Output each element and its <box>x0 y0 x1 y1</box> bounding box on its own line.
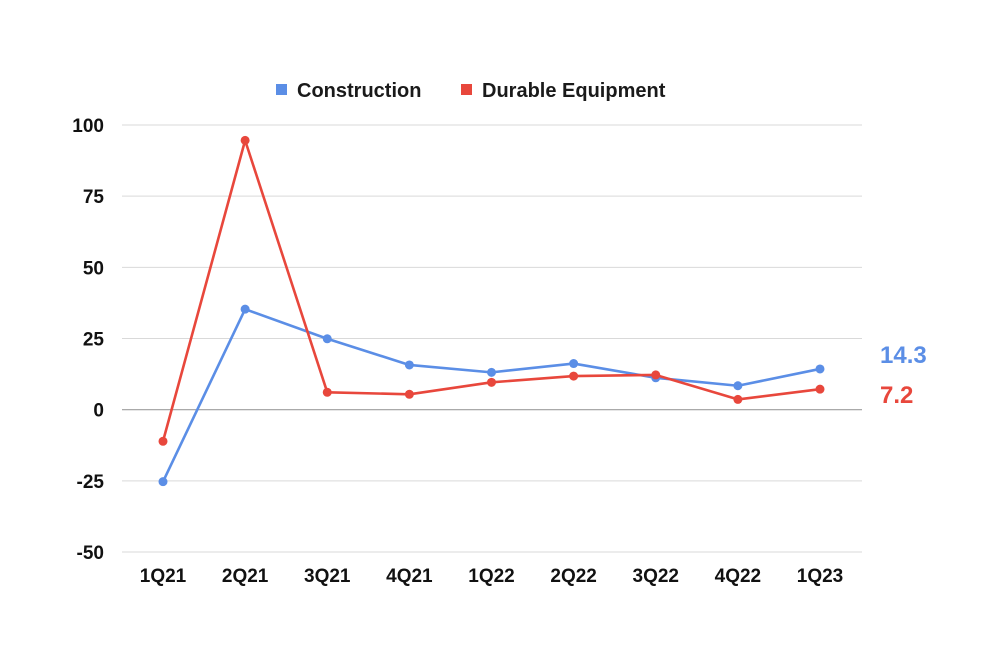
y-tick-label: -50 <box>77 543 104 564</box>
data-point-durable-equipment <box>733 394 743 404</box>
x-tick-label: 3Q21 <box>304 566 351 587</box>
y-tick-label: 25 <box>83 330 105 351</box>
y-tick-label: 0 <box>93 401 104 422</box>
gridlines <box>122 124 862 553</box>
legend-swatch <box>461 84 472 95</box>
data-point-durable-equipment <box>487 377 496 387</box>
data-point-construction <box>322 334 332 344</box>
series-durable-equipment <box>158 135 825 446</box>
legend-label: Durable Equipment <box>482 80 666 102</box>
x-axis: 1Q21 2Q21 3Q21 4Q21 1Q22 2Q22 3Q22 4Q22 1Q23 <box>140 566 843 587</box>
legend-item-durable-equipment: Durable Equipment <box>461 80 666 102</box>
data-point-construction <box>487 367 496 377</box>
y-tick-label: 100 <box>72 116 104 137</box>
data-point-durable-equipment <box>815 384 825 394</box>
x-tick-label: 4Q21 <box>386 566 433 587</box>
end-value-label-durable-equipment: 7.2 <box>880 382 913 409</box>
x-tick-label: 3Q22 <box>633 566 679 587</box>
y-tick-label: 50 <box>83 258 104 279</box>
x-tick-label: 2Q22 <box>550 566 596 587</box>
data-point-construction <box>733 381 743 391</box>
legend-item-construction: Construction <box>276 80 421 102</box>
x-tick-label: 1Q21 <box>140 566 187 587</box>
legend-swatch <box>276 84 287 95</box>
series-line-durable-equipment <box>161 139 822 443</box>
data-point-durable-equipment <box>158 436 168 446</box>
end-labels: 14.3 7.2 <box>880 342 927 409</box>
x-tick-label: 2Q21 <box>222 566 269 587</box>
data-point-durable-equipment <box>322 387 332 397</box>
series-construction <box>158 304 825 487</box>
data-point-durable-equipment <box>240 135 250 145</box>
data-point-durable-equipment <box>651 370 661 380</box>
data-point-construction <box>815 364 825 374</box>
x-tick-label: 1Q22 <box>468 566 514 587</box>
x-tick-label: 1Q23 <box>797 566 843 587</box>
x-tick-label: 4Q22 <box>715 566 761 587</box>
data-point-durable-equipment <box>404 389 414 399</box>
y-tick-label: 75 <box>83 187 105 208</box>
data-point-construction <box>404 360 414 370</box>
y-axis: 100 75 50 25 0 -25 -50 <box>72 116 104 564</box>
data-point-construction <box>569 359 579 369</box>
legend: Construction Durable Equipment <box>276 80 666 102</box>
series-layer <box>158 135 825 487</box>
data-point-construction <box>158 477 168 487</box>
end-value-label-construction: 14.3 <box>880 342 927 369</box>
y-tick-label: -25 <box>77 472 105 493</box>
data-point-durable-equipment <box>569 371 579 381</box>
legend-label: Construction <box>297 80 421 102</box>
data-point-construction <box>240 304 250 314</box>
